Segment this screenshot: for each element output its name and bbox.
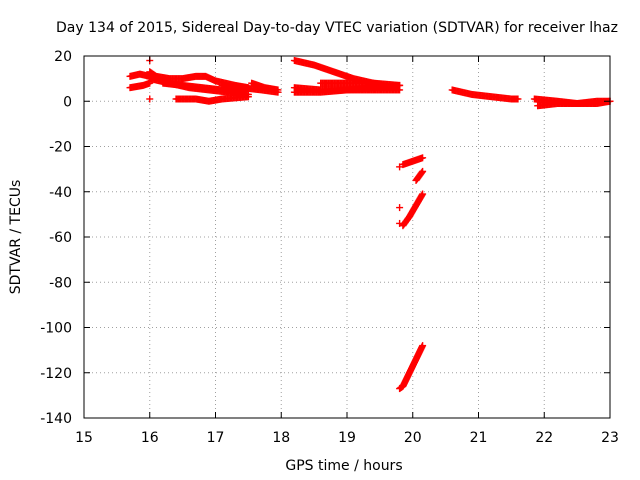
y-tick-label: -100 (40, 321, 72, 337)
data-point (396, 81, 404, 89)
satellite-track (290, 86, 404, 96)
y-tick-label: 0 (63, 94, 72, 110)
x-tick-label: 22 (535, 430, 553, 446)
y-axis-label: SDTVAR / TECUs (8, 180, 24, 295)
data-point (419, 190, 427, 198)
data-point (419, 154, 427, 162)
satellite-track (399, 190, 427, 230)
x-tick-label: 18 (272, 430, 290, 446)
ticks: 15 16 17 18 19 20 21 22 23 20 0 -20 -40 -60 -80 -100 -12… (40, 49, 619, 446)
x-tick-label: 17 (207, 430, 225, 446)
y-tick-label: -80 (49, 275, 72, 291)
satellite-track (396, 342, 427, 393)
data-point (146, 95, 154, 103)
grid (84, 56, 610, 418)
x-tick-label: 19 (338, 430, 356, 446)
satellite-track (126, 79, 154, 92)
y-tick-label: 20 (54, 49, 72, 65)
y-tick-label: -40 (49, 185, 72, 201)
data-point (396, 204, 404, 212)
data-point (419, 342, 427, 350)
data-point (274, 86, 282, 94)
y-tick-label: -140 (40, 411, 72, 427)
satellite-track (248, 79, 282, 94)
y-tick-label: -20 (49, 140, 72, 156)
x-tick-label: 23 (601, 430, 619, 446)
satellite-track (159, 79, 246, 96)
x-tick-label: 20 (404, 430, 422, 446)
data-point (514, 95, 522, 103)
satellite-track (399, 154, 427, 169)
satellite-track (448, 86, 522, 103)
chart-title: Day 134 of 2015, Sidereal Day-to-day VTE… (56, 20, 618, 36)
x-tick-label: 16 (141, 430, 159, 446)
y-tick-label: -120 (40, 366, 72, 382)
x-axis-label: GPS time / hours (285, 458, 402, 474)
x-tick-label: 21 (470, 430, 488, 446)
satellite-track (172, 93, 252, 105)
satellite-track (317, 79, 404, 89)
x-tick-label: 15 (75, 430, 93, 446)
data-point (419, 167, 427, 175)
data-point (396, 219, 404, 227)
satellite-track (126, 70, 154, 80)
data-series (126, 57, 614, 393)
y-tick-label: -60 (49, 230, 72, 246)
satellite-track (412, 167, 427, 184)
data-point (244, 93, 252, 101)
data-point (396, 163, 404, 171)
